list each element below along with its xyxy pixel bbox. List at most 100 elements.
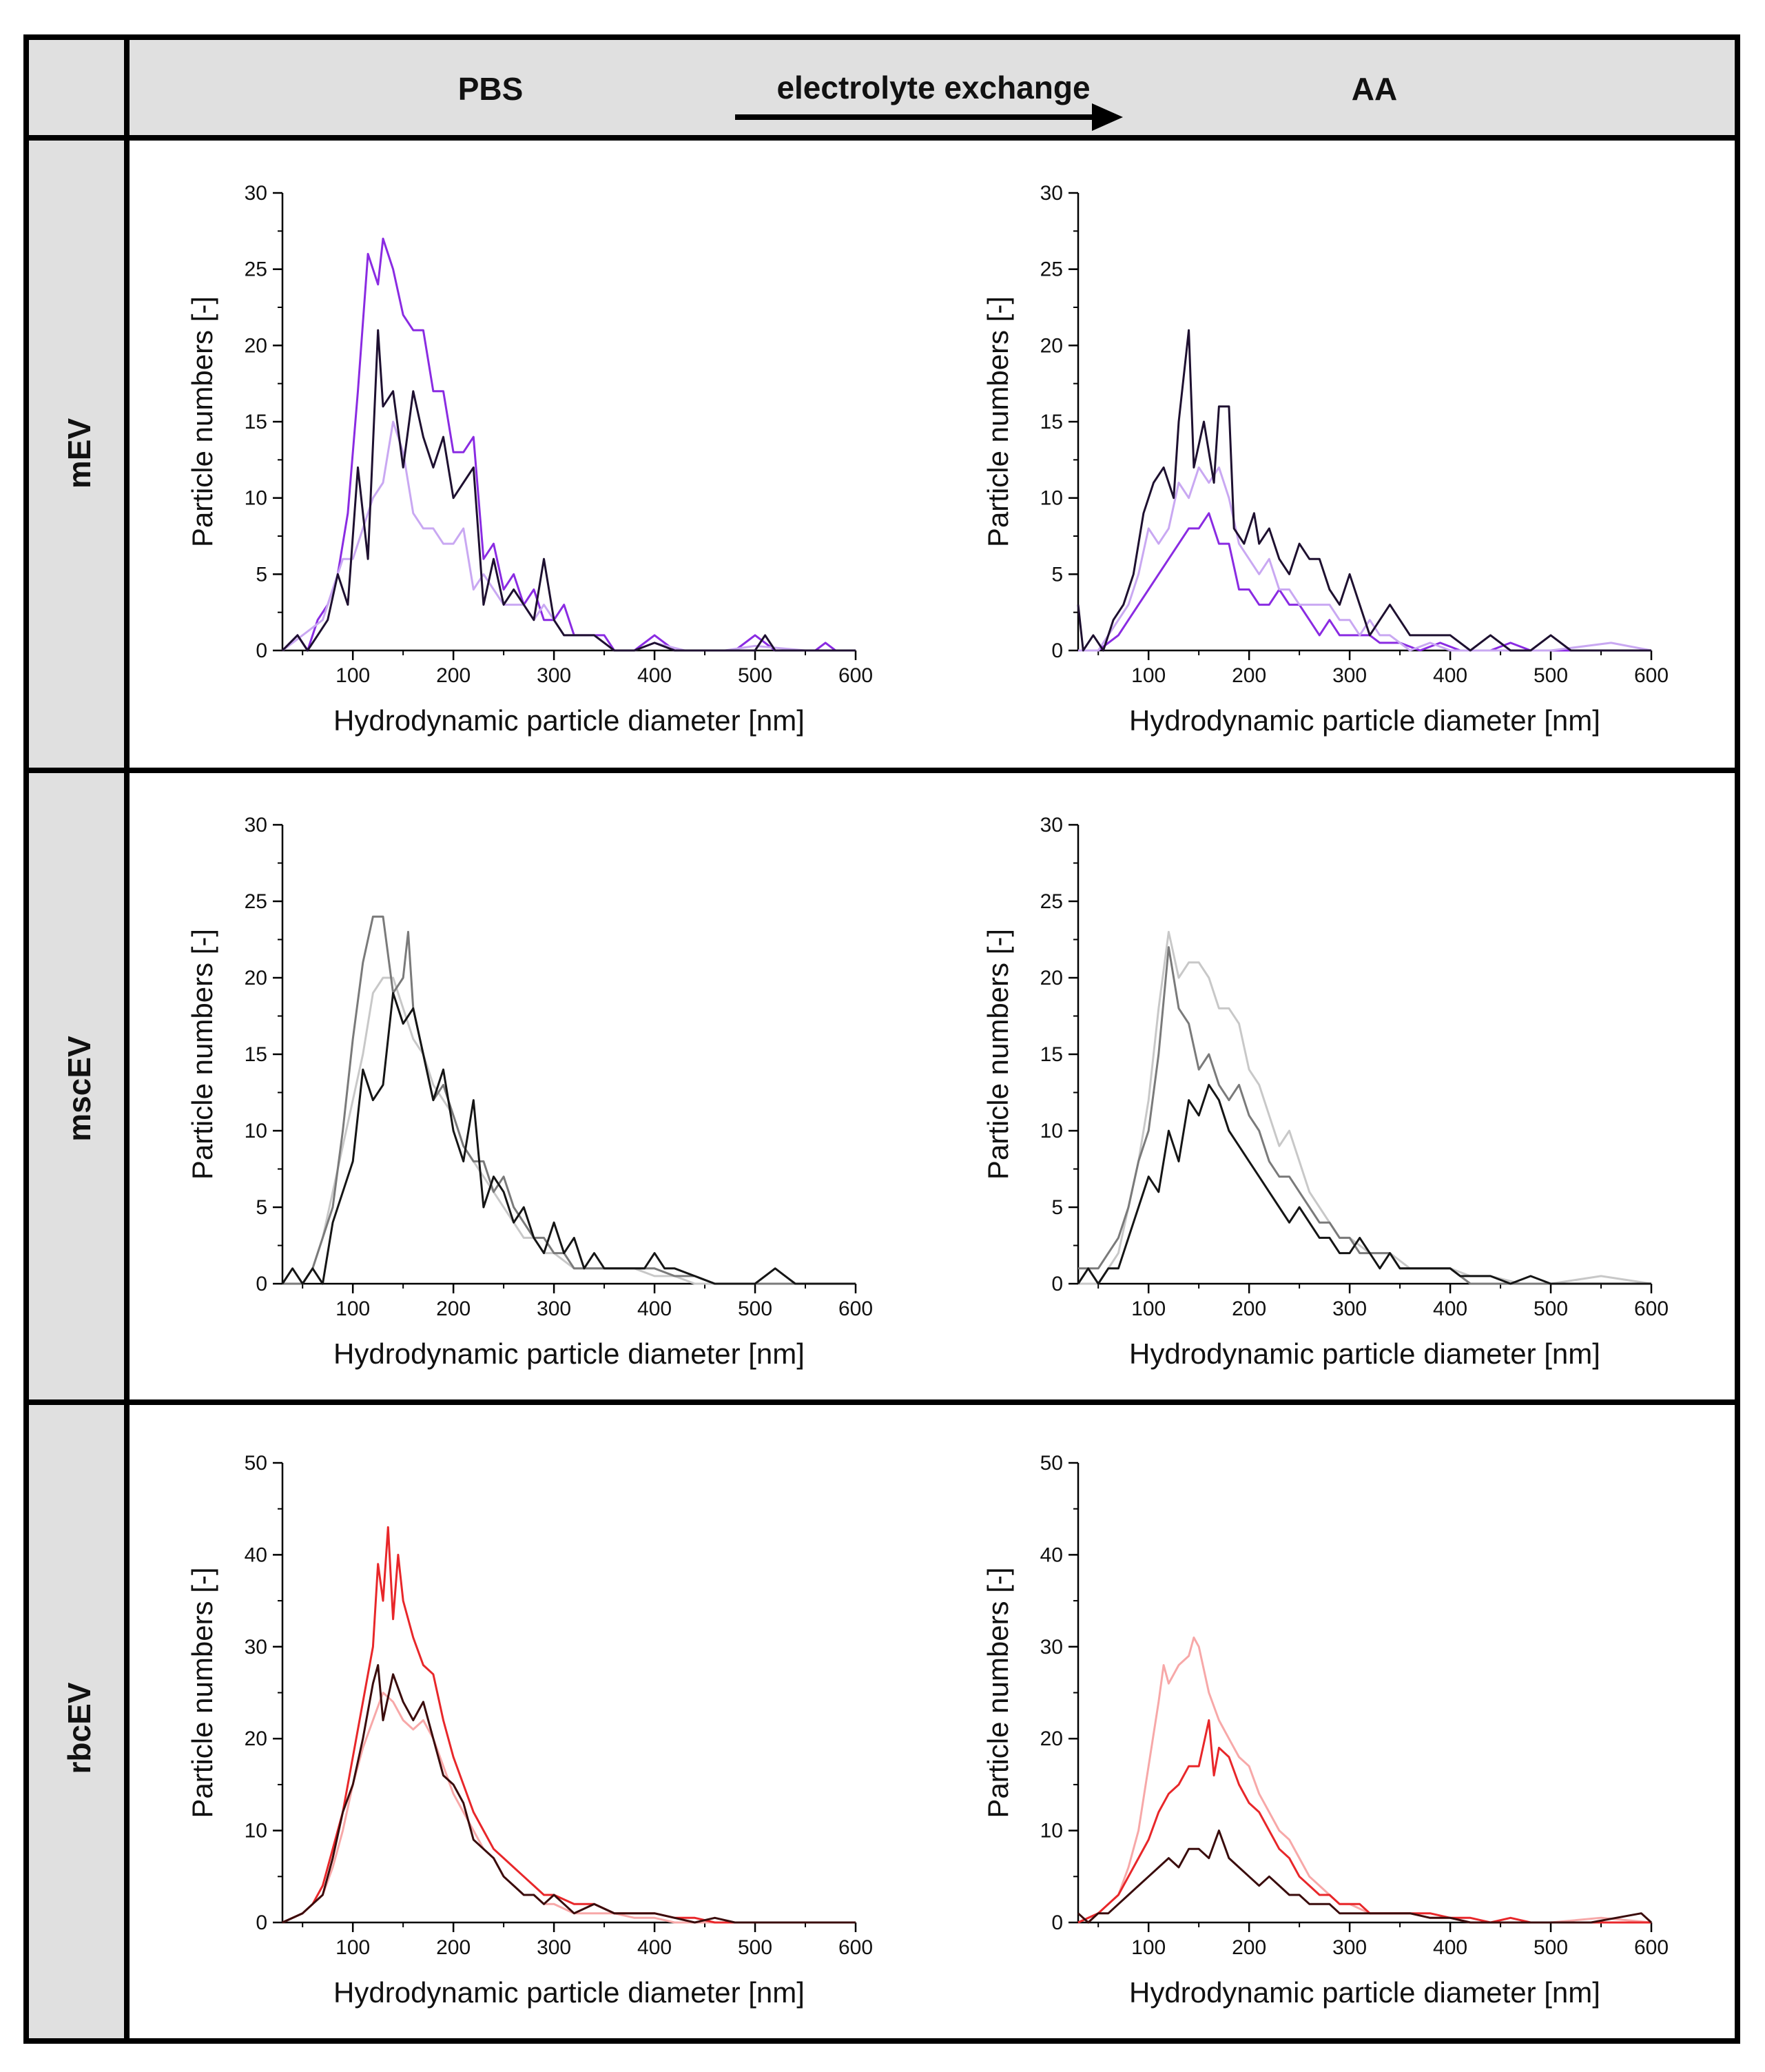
chart-4-x-tick-label: 400 bbox=[637, 1936, 672, 1959]
chart-panel-mscev-pbs: 100 200 300 400 500 600 0 5 10 15 20 25 30 Hydrodynam… bbox=[186, 814, 873, 1370]
header-left-label: PBS bbox=[458, 71, 524, 107]
chart-2-x-tick-label: 500 bbox=[738, 1297, 772, 1320]
chart-4-series-1-line bbox=[282, 1526, 856, 1924]
chart-5-x-tick-label: 500 bbox=[1534, 1936, 1568, 1959]
chart-2-y-tick-label: 5 bbox=[256, 1196, 267, 1219]
chart-0-x-axis-label: Hydrodynamic particle diameter [nm] bbox=[333, 704, 805, 737]
chart-4-x-tick-label: 600 bbox=[838, 1936, 873, 1959]
header-right-label: AA bbox=[1352, 71, 1397, 107]
chart-2-x-tick-label: 400 bbox=[637, 1297, 672, 1320]
chart-3-y-tick-label: 10 bbox=[1040, 1120, 1063, 1142]
chart-5-x-tick-label: 600 bbox=[1634, 1936, 1669, 1959]
chart-2-y-tick-label: 20 bbox=[245, 967, 267, 989]
chart-3-series-2-line bbox=[1077, 1083, 1651, 1285]
chart-0-y-tick-label: 0 bbox=[256, 639, 267, 662]
chart-4-y-tick-label: 10 bbox=[245, 1820, 267, 1843]
chart-4-x-tick-label: 300 bbox=[537, 1936, 571, 1959]
chart-2-x-axis-label: Hydrodynamic particle diameter [nm] bbox=[333, 1337, 805, 1370]
chart-panel-mev-pbs: 100 200 300 400 500 600 0 5 10 15 20 25 30 Hydrodynam… bbox=[186, 182, 873, 737]
chart-1-y-axis-label: Particle numbers [-] bbox=[982, 296, 1014, 547]
chart-4-x-tick-label: 100 bbox=[336, 1936, 370, 1959]
chart-4-series-0-line bbox=[282, 1692, 856, 1924]
chart-5-x-tick-label: 200 bbox=[1232, 1936, 1266, 1959]
figure-frame bbox=[23, 34, 1740, 2044]
chart-2-y-tick-label: 25 bbox=[245, 890, 267, 913]
chart-4-y-tick-label: 50 bbox=[245, 1452, 267, 1475]
chart-1-series-0-line bbox=[1078, 512, 1651, 652]
chart-1-x-axis-label: Hydrodynamic particle diameter [nm] bbox=[1129, 704, 1600, 737]
row-label-rbcev: rbcEV bbox=[61, 1682, 97, 1774]
chart-2-y-axis-label: Particle numbers [-] bbox=[186, 929, 218, 1180]
chart-panel-rbcev-aa: 100 200 300 400 500 600 0 10 20 30 40 50 Hydrodynami… bbox=[982, 1452, 1669, 2009]
chart-0-y-tick-label: 15 bbox=[245, 411, 267, 433]
chart-0-x-tick-label: 300 bbox=[537, 664, 571, 687]
electrolyte-exchange-arrow bbox=[735, 103, 1123, 131]
chart-0-x-tick-label: 600 bbox=[838, 664, 873, 687]
chart-4-y-tick-label: 20 bbox=[245, 1727, 267, 1750]
chart-3-y-tick-label: 5 bbox=[1051, 1196, 1063, 1219]
chart-1-x-tick-label: 100 bbox=[1131, 664, 1166, 687]
chart-0-y-tick-label: 25 bbox=[245, 258, 267, 281]
chart-0-y-tick-label: 20 bbox=[245, 334, 267, 357]
chart-1-x-tick-label: 500 bbox=[1534, 664, 1568, 687]
chart-4-x-axis-label: Hydrodynamic particle diameter [nm] bbox=[333, 1976, 805, 2009]
chart-3-y-tick-label: 20 bbox=[1040, 967, 1063, 989]
chart-0-x-tick-label: 400 bbox=[637, 664, 672, 687]
chart-3-x-tick-label: 400 bbox=[1433, 1297, 1467, 1320]
header-band bbox=[26, 37, 1737, 138]
chart-0-x-tick-label: 200 bbox=[436, 664, 471, 687]
chart-2-y-tick-label: 0 bbox=[256, 1273, 267, 1295]
chart-2-y-tick-label: 10 bbox=[245, 1120, 267, 1142]
chart-2-x-tick-label: 600 bbox=[838, 1297, 873, 1320]
chart-5-y-tick-label: 40 bbox=[1040, 1543, 1063, 1566]
chart-2-y-tick-label: 15 bbox=[245, 1043, 267, 1066]
chart-0-y-tick-label: 10 bbox=[245, 487, 267, 510]
chart-panel-rbcev-pbs: 100 200 300 400 500 600 0 10 20 30 40 50 Hydrodynami… bbox=[186, 1452, 873, 2009]
chart-2-series-2-line bbox=[281, 992, 856, 1285]
chart-2-series-0-line bbox=[282, 976, 856, 1285]
chart-2-series-1-line bbox=[282, 915, 856, 1285]
chart-1-x-tick-label: 600 bbox=[1634, 664, 1669, 687]
row-label-column bbox=[26, 138, 127, 2041]
chart-panel-mev-aa: 100 200 300 400 500 600 0 5 10 15 20 25 30 Hydrodynam… bbox=[982, 182, 1669, 737]
chart-1-y-tick-label: 30 bbox=[1040, 182, 1063, 205]
chart-5-y-tick-label: 50 bbox=[1040, 1452, 1063, 1475]
chart-5-series-0-line bbox=[1077, 1637, 1652, 1924]
row-label-mscev: mscEV bbox=[61, 1036, 97, 1142]
chart-2-x-tick-label: 100 bbox=[336, 1297, 370, 1320]
row-label-mev: mEV bbox=[61, 418, 97, 489]
chart-5-y-tick-label: 30 bbox=[1040, 1636, 1063, 1659]
chart-5-y-tick-label: 20 bbox=[1040, 1727, 1063, 1750]
chart-1-y-tick-label: 5 bbox=[1051, 563, 1063, 586]
chart-5-x-tick-label: 400 bbox=[1433, 1936, 1467, 1959]
chart-3-x-tick-label: 100 bbox=[1131, 1297, 1166, 1320]
chart-3-series-1-line bbox=[1078, 946, 1651, 1285]
chart-5-y-axis-label: Particle numbers [-] bbox=[982, 1567, 1014, 1818]
chart-3-y-tick-label: 15 bbox=[1040, 1043, 1063, 1066]
chart-3-y-axis-label: Particle numbers [-] bbox=[982, 929, 1014, 1180]
chart-0-y-axis-label: Particle numbers [-] bbox=[186, 296, 218, 547]
chart-1-y-tick-label: 15 bbox=[1040, 411, 1063, 433]
chart-2-x-tick-label: 300 bbox=[537, 1297, 571, 1320]
chart-5-y-tick-label: 10 bbox=[1040, 1820, 1063, 1843]
chart-3-x-tick-label: 300 bbox=[1332, 1297, 1367, 1320]
chart-4-series-2-line bbox=[282, 1664, 856, 1924]
chart-3-x-tick-label: 600 bbox=[1634, 1297, 1669, 1320]
chart-2-y-tick-label: 30 bbox=[245, 814, 267, 837]
chart-0-x-tick-label: 500 bbox=[738, 664, 772, 687]
chart-3-x-tick-label: 200 bbox=[1232, 1297, 1266, 1320]
chart-4-y-tick-label: 30 bbox=[245, 1636, 267, 1659]
chart-5-series-2-line bbox=[1077, 1829, 1653, 1924]
chart-5-x-tick-label: 300 bbox=[1332, 1936, 1367, 1959]
chart-1-y-tick-label: 10 bbox=[1040, 487, 1063, 510]
chart-1-y-tick-label: 0 bbox=[1051, 639, 1063, 662]
chart-4-x-tick-label: 500 bbox=[738, 1936, 772, 1959]
chart-0-series-2-line bbox=[281, 329, 856, 652]
chart-5-y-tick-label: 0 bbox=[1051, 1911, 1063, 1934]
chart-0-y-tick-label: 5 bbox=[256, 563, 267, 586]
chart-1-x-tick-label: 400 bbox=[1433, 664, 1467, 687]
chart-5-series-1-line bbox=[1077, 1719, 1651, 1924]
chart-4-x-tick-label: 200 bbox=[436, 1936, 471, 1959]
chart-1-series-2-line bbox=[1077, 329, 1651, 652]
